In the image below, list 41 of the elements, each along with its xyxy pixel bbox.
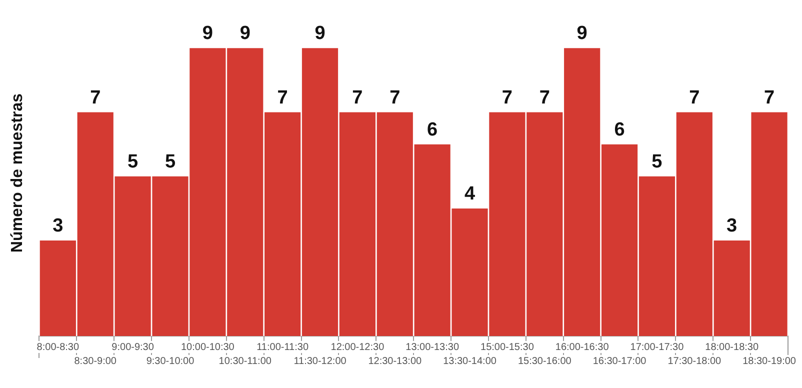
x-tick-label: 13:30-14:00 <box>443 356 497 367</box>
data-label: 7 <box>539 87 550 108</box>
data-label: 4 <box>464 184 476 205</box>
data-label: 7 <box>90 87 101 108</box>
x-tick-label: 9:30-10:00 <box>146 356 195 367</box>
x-tick-label: 17:30-18:00 <box>668 356 722 367</box>
data-label: 9 <box>314 23 326 44</box>
x-tick-label: 15:00-15:30 <box>480 342 534 353</box>
data-label: 9 <box>202 23 213 44</box>
data-label: 3 <box>52 216 64 237</box>
data-label: 5 <box>164 151 176 172</box>
y-axis-title: Número de muestras <box>9 93 26 253</box>
x-tick-label: 18:00-18:30 <box>705 342 759 353</box>
x-tick-label: 12:00-12:30 <box>330 342 385 353</box>
x-tick-label: 17:00-17:30 <box>630 342 684 353</box>
data-label: 9 <box>240 23 250 44</box>
x-tick-label: 8:00-8:30 <box>36 342 80 353</box>
data-label: 7 <box>689 87 700 108</box>
data-label: 7 <box>764 87 775 108</box>
data-label: 3 <box>726 216 738 237</box>
x-tick-label: 11:00-11:30 <box>256 342 309 353</box>
data-label: 9 <box>576 23 588 44</box>
data-label: 7 <box>390 87 400 108</box>
x-tick-label: 10:00-10:30 <box>180 342 235 353</box>
x-tick-label: 16:30-17:00 <box>592 356 647 367</box>
x-tick-label: 8:30-9:00 <box>74 356 117 367</box>
data-label: 7 <box>277 87 288 108</box>
x-tick-label: 12:30-13:00 <box>368 356 422 367</box>
data-label: 7 <box>352 87 363 108</box>
x-tick-label: 9:00-9:30 <box>112 342 154 353</box>
x-tick-label: 11:30-12:00 <box>294 356 347 367</box>
data-label: 6 <box>614 119 625 140</box>
data-label: 5 <box>652 151 663 172</box>
x-tick-label: 10:30-11:00 <box>218 356 272 367</box>
data-label: 6 <box>427 119 438 140</box>
x-tick-label: 18:30-19:00 <box>742 356 796 367</box>
x-tick-label: 13:00-13:30 <box>406 342 460 353</box>
x-tick-label: 16:00-16:30 <box>555 342 610 353</box>
data-label: 5 <box>128 151 139 172</box>
x-tick-label: 15:30-16:00 <box>518 356 572 367</box>
data-label: 7 <box>502 87 512 108</box>
